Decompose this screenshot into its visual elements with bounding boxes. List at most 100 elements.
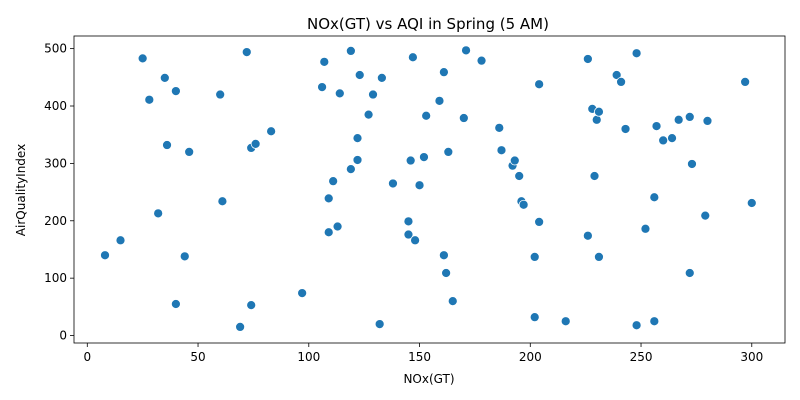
x-tick-label: 250 (630, 350, 653, 364)
data-point (611, 70, 622, 80)
data-point (323, 193, 334, 204)
data-point (589, 171, 600, 181)
data-point (534, 79, 545, 90)
data-point (649, 192, 660, 203)
data-point (458, 113, 469, 123)
data-point (137, 53, 148, 64)
data-point (649, 316, 660, 327)
data-point (297, 288, 308, 298)
y-tick-label: 300 (44, 156, 67, 170)
data-point (687, 159, 697, 169)
data-point (594, 106, 604, 117)
data-point (684, 268, 695, 278)
data-point (354, 70, 365, 80)
data-point (171, 86, 181, 96)
y-axis-ticks: 0 100 200 300 400 500 (44, 42, 74, 343)
x-tick-label: 100 (297, 350, 320, 364)
y-tick-label: 500 (44, 42, 67, 56)
data-point (447, 296, 458, 306)
data-point (363, 109, 374, 120)
data-point (179, 251, 190, 262)
data-point (640, 223, 651, 234)
data-point (441, 268, 451, 278)
plot-frame (73, 35, 786, 344)
x-tick-label: 0 (83, 350, 91, 364)
data-point (250, 139, 261, 149)
data-point (702, 116, 713, 126)
data-point (403, 216, 414, 227)
data-point (419, 152, 429, 162)
data-point (434, 95, 445, 106)
data-point (328, 176, 339, 187)
data-point (620, 124, 631, 134)
data-point (534, 217, 545, 227)
data-point (408, 52, 418, 63)
data-point (388, 178, 398, 189)
data-points (100, 45, 757, 332)
data-point (241, 47, 252, 57)
data-point (317, 82, 327, 92)
y-tick-label: 400 (44, 99, 67, 113)
data-point (658, 135, 669, 146)
data-point (591, 114, 602, 125)
data-point (439, 67, 449, 78)
y-axis-label: AirQualityIndex (14, 144, 28, 236)
data-point (529, 252, 540, 262)
data-point (377, 73, 387, 83)
data-point (414, 180, 425, 191)
data-point (332, 221, 343, 232)
data-point (334, 88, 345, 99)
data-point (235, 322, 245, 332)
data-point (494, 122, 505, 133)
data-point (560, 316, 571, 327)
x-axis-label: NOx(GT) (403, 372, 454, 386)
data-point (746, 198, 757, 208)
data-point (374, 319, 385, 329)
chart-title: NOx(GT) vs AQI in Spring (5 AM) (307, 15, 549, 33)
data-point (421, 110, 432, 121)
y-tick-label: 100 (44, 271, 67, 285)
x-tick-label: 150 (408, 350, 431, 364)
data-point (215, 89, 226, 100)
data-point (700, 210, 711, 221)
data-point (352, 155, 363, 165)
data-point (631, 48, 642, 59)
data-point (582, 230, 593, 241)
data-point (266, 126, 277, 137)
data-point (496, 145, 507, 156)
data-point (184, 147, 195, 157)
data-point (171, 299, 181, 309)
data-point (323, 227, 334, 238)
data-point (403, 229, 414, 240)
data-point (100, 250, 110, 261)
data-point (246, 300, 257, 311)
data-point (439, 250, 449, 261)
data-point (159, 73, 170, 83)
data-point (740, 77, 751, 87)
data-point (410, 235, 420, 246)
y-tick-label: 200 (44, 214, 67, 228)
data-point (529, 312, 540, 323)
data-point (684, 112, 695, 122)
data-point (616, 77, 626, 87)
data-point (514, 171, 525, 181)
data-point (345, 164, 356, 175)
data-point (162, 140, 172, 150)
data-point (217, 196, 228, 207)
data-point (631, 320, 642, 331)
data-point (518, 199, 529, 210)
data-point (443, 147, 454, 157)
data-point (144, 94, 155, 105)
data-point (461, 45, 471, 56)
y-tick-label: 0 (59, 329, 67, 343)
data-point (319, 56, 330, 67)
data-point (352, 133, 363, 144)
x-tick-label: 300 (740, 350, 763, 364)
x-tick-label: 50 (190, 350, 205, 364)
data-point (368, 89, 378, 100)
data-point (651, 121, 662, 131)
data-point (509, 155, 520, 166)
data-point (476, 55, 487, 66)
x-tick-label: 200 (519, 350, 542, 364)
